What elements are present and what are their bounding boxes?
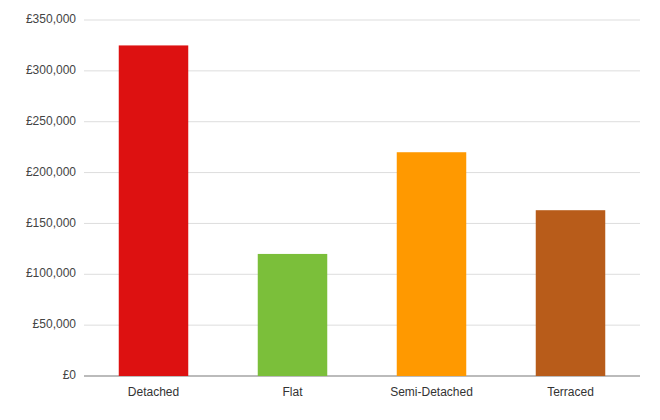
y-tick-label: £300,000 (26, 63, 76, 77)
bar (536, 210, 606, 376)
x-tick-label: Semi-Detached (390, 385, 473, 399)
y-grid (84, 20, 640, 376)
y-tick-label: £200,000 (26, 165, 76, 179)
x-tick-label: Terraced (547, 385, 594, 399)
bar (258, 254, 328, 376)
grid-line (84, 20, 640, 21)
bar (119, 45, 189, 376)
y-tick-label: £250,000 (26, 114, 76, 128)
y-tick-label: £100,000 (26, 266, 76, 280)
x-tick-label: Flat (282, 385, 303, 399)
y-tick-label: £150,000 (26, 216, 76, 230)
x-axis: Detached Flat Semi-Detached Terraced (128, 385, 594, 399)
bars (119, 45, 606, 376)
y-tick-label: £50,000 (33, 317, 77, 331)
y-tick-label: £0 (63, 368, 77, 382)
bar (397, 152, 467, 376)
y-tick-label: £350,000 (26, 12, 76, 26)
chart: £0 £50,000 £100,000 £150,000 £200,000 £250,00… (0, 0, 660, 420)
y-axis: £0 £50,000 £100,000 £150,000 £200,000 £250,00… (26, 12, 76, 382)
x-tick-label: Detached (128, 385, 179, 399)
chart-container: £0 £50,000 £100,000 £150,000 £200,000 £250,00… (0, 0, 660, 420)
